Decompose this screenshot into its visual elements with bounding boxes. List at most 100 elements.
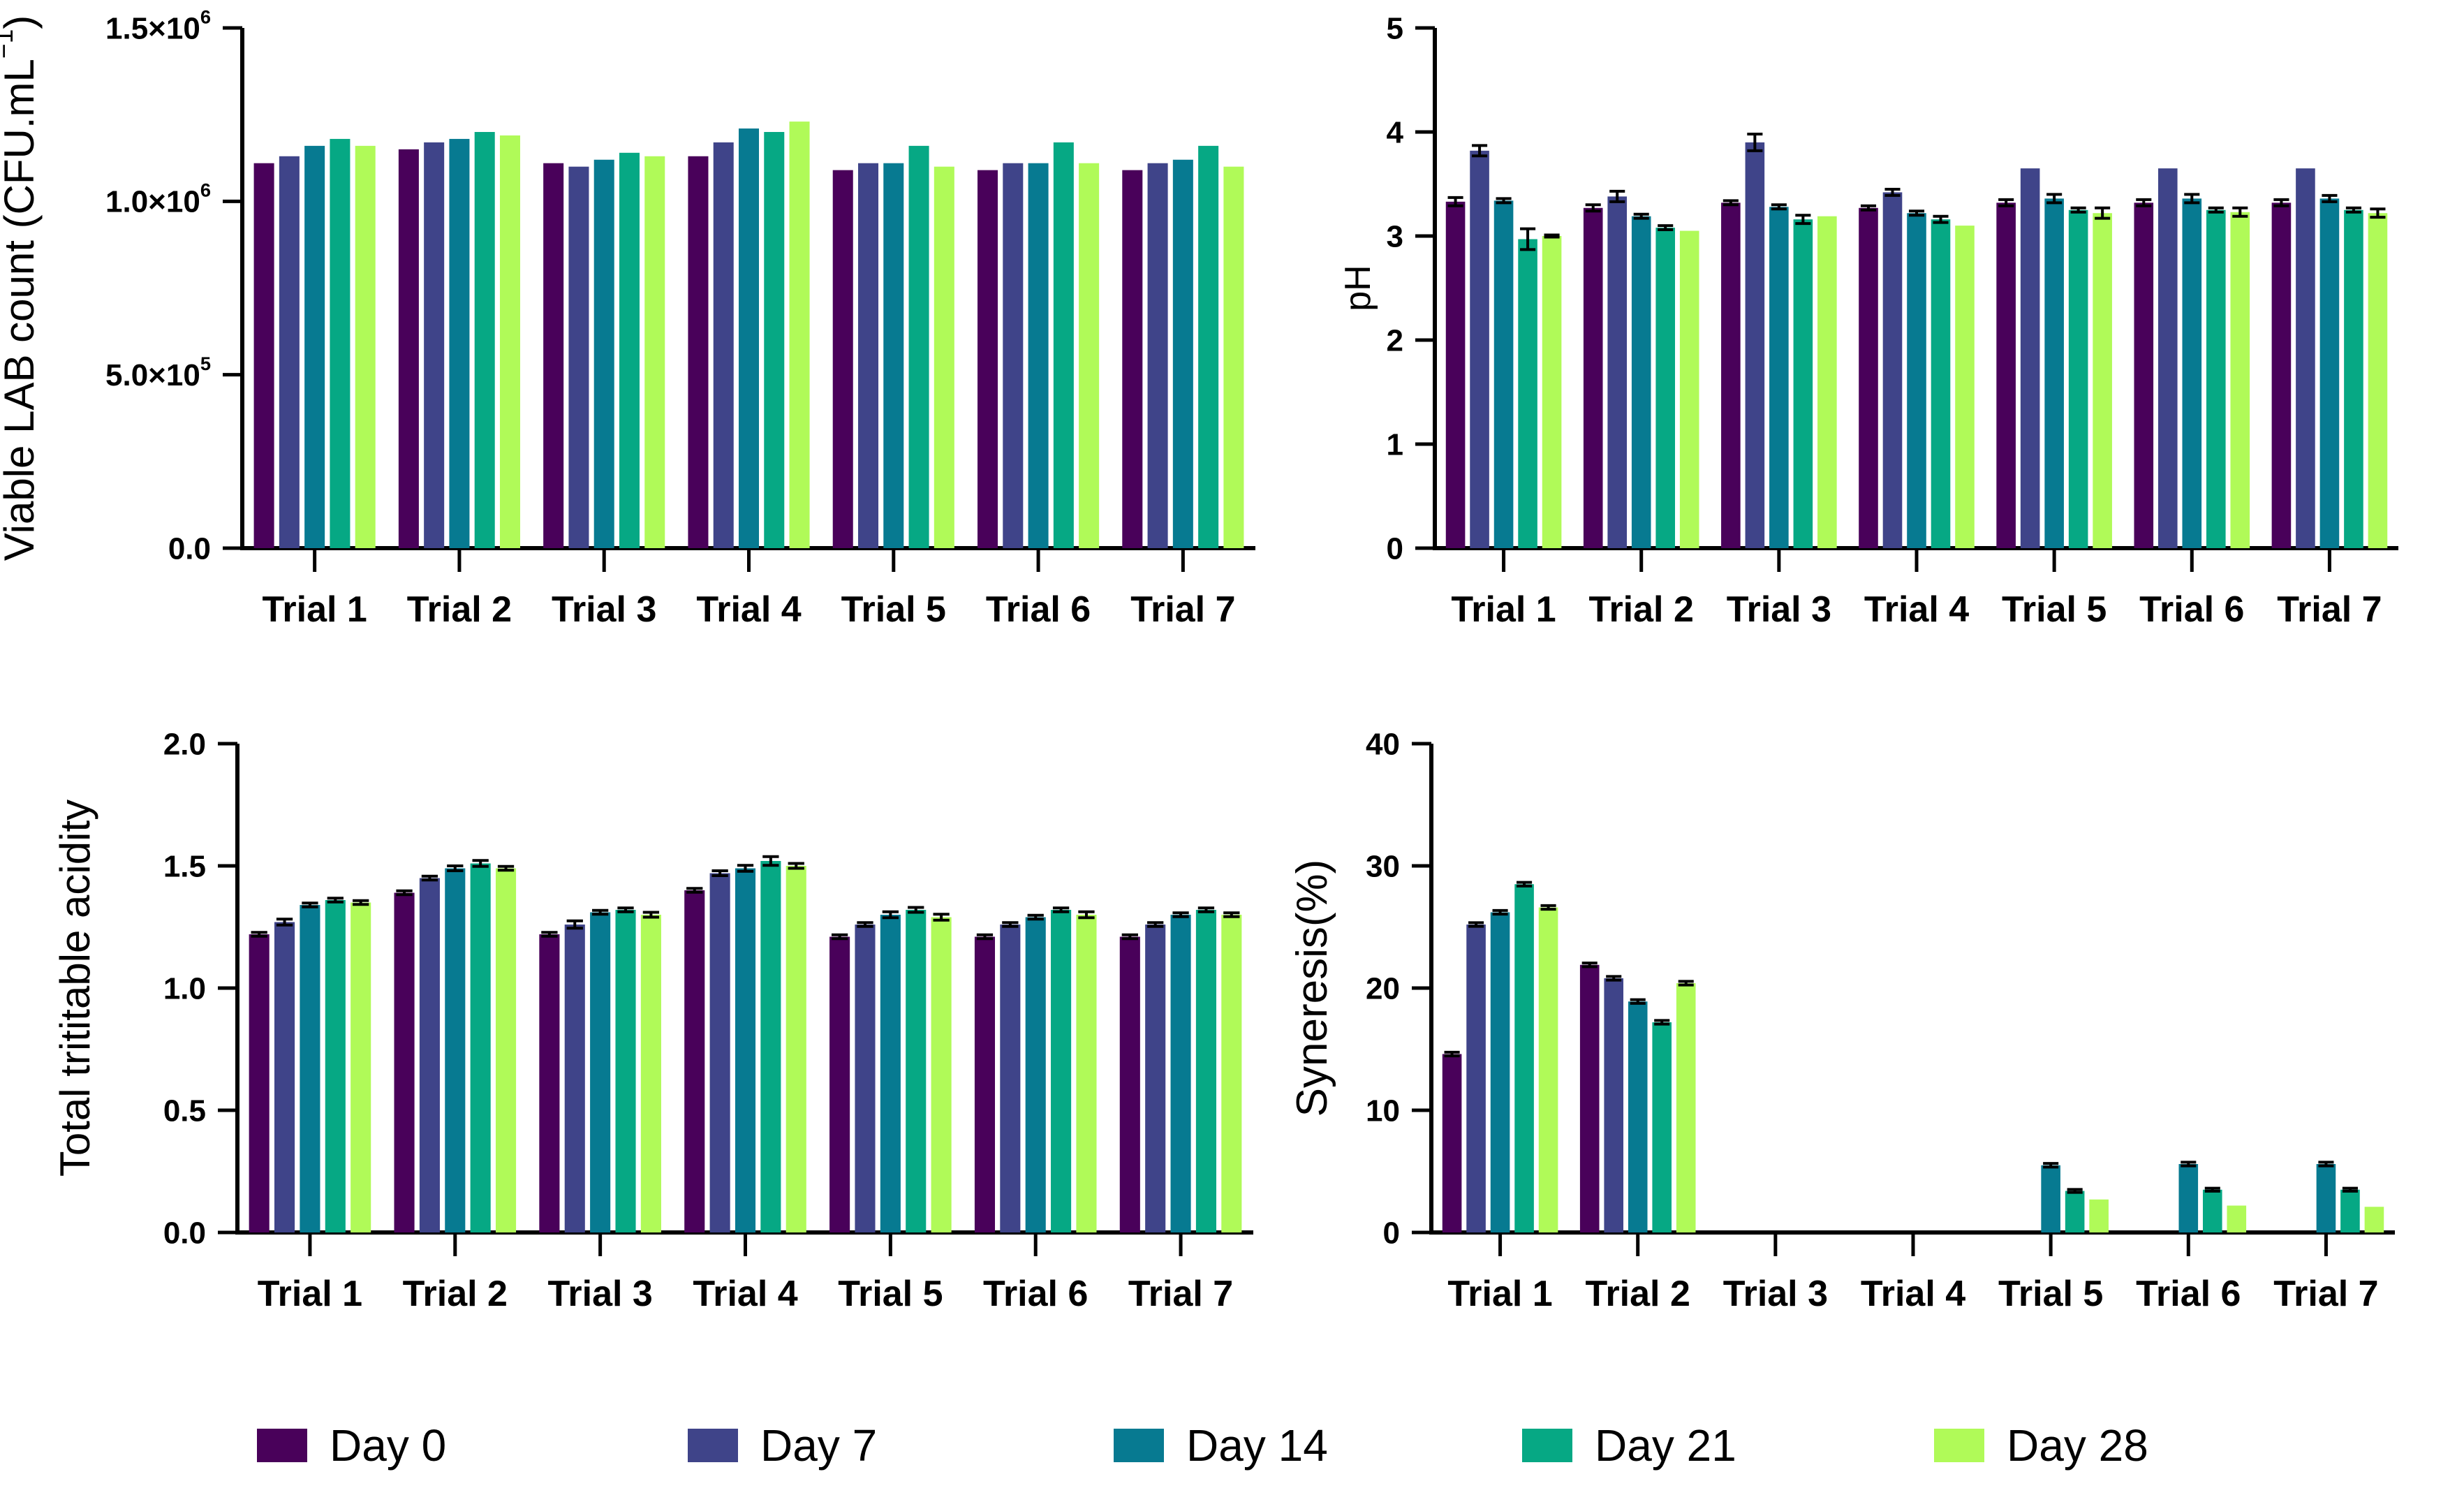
- bar: [2178, 1164, 2199, 1232]
- x-category-label: Trial 2: [403, 1274, 508, 1314]
- bar: [398, 149, 419, 549]
- bar: [2182, 198, 2202, 548]
- legend-label-day28: Day 28: [2007, 1420, 2148, 1471]
- x-category-label: Trial 1: [1451, 589, 1556, 630]
- bar: [1000, 925, 1021, 1232]
- y-tick-label: 40: [1366, 727, 1400, 761]
- bar: [785, 866, 806, 1232]
- bar: [974, 936, 996, 1232]
- bar: [1470, 150, 1489, 548]
- bar: [1051, 910, 1072, 1232]
- bar: [2157, 168, 2178, 548]
- bar: [1583, 207, 1603, 548]
- bar: [2206, 209, 2226, 548]
- bar: [1466, 925, 1486, 1232]
- x-category-label: Trial 6: [2139, 589, 2244, 630]
- bar: [640, 915, 661, 1232]
- y-tick-label: 5.0×105: [105, 353, 211, 392]
- legend-label-day0: Day 0: [330, 1420, 447, 1471]
- bar: [2202, 1189, 2222, 1232]
- bar: [1172, 159, 1193, 548]
- bar: [2271, 203, 2292, 548]
- bar: [1147, 163, 1168, 548]
- x-category-label: Trial 2: [1586, 1274, 1690, 1314]
- y-tick-label: 5: [1387, 11, 1403, 45]
- bar: [568, 166, 589, 548]
- x-category-label: Trial 2: [1589, 589, 1694, 630]
- bar: [883, 163, 904, 548]
- legend-swatch-day28: [1934, 1429, 1984, 1462]
- bar: [1490, 912, 1510, 1232]
- bar: [394, 892, 415, 1232]
- legend-label-day21: Day 21: [1595, 1420, 1736, 1471]
- x-category-label: Trial 3: [552, 589, 656, 630]
- x-category-label: Trial 3: [547, 1274, 652, 1314]
- legend-entry-day21: Day 21: [1522, 1423, 1736, 1468]
- bar: [644, 156, 665, 548]
- bar: [764, 132, 785, 548]
- bar: [684, 890, 705, 1232]
- bar: [1223, 166, 1244, 548]
- y-tick-label: 0.0: [168, 531, 211, 566]
- bar: [1053, 142, 1074, 548]
- bar: [2364, 1207, 2384, 1232]
- bar: [2068, 209, 2088, 548]
- bar: [543, 163, 564, 548]
- bar: [1028, 163, 1049, 548]
- bar: [1076, 915, 1097, 1232]
- legend-entry-day28: Day 28: [1934, 1423, 2148, 1468]
- legend-swatch-day21: [1522, 1429, 1572, 1462]
- bar: [2230, 212, 2250, 548]
- bar: [1769, 207, 1789, 548]
- bar: [1931, 219, 1951, 548]
- bar: [1607, 196, 1628, 548]
- chart-ph: 0 1 2 3 4 5 pH Trial 1 Trial 2 Trial 3 Trial 4 Tria…: [1338, 11, 2398, 630]
- bar: [738, 128, 760, 549]
- bar: [855, 925, 876, 1232]
- legend-swatch-day0: [257, 1429, 307, 1462]
- y-tick-label: 2.0: [163, 727, 206, 761]
- x-category-label: Trial 6: [986, 589, 1091, 630]
- bar: [615, 910, 636, 1232]
- bar: [1907, 213, 1926, 548]
- bar: [2020, 168, 2040, 548]
- bar: [832, 170, 853, 549]
- bar: [593, 159, 614, 548]
- y-tick-label: 0: [1383, 1216, 1400, 1250]
- bar: [2041, 1165, 2060, 1232]
- bar: [1079, 163, 1100, 548]
- bar: [934, 166, 954, 548]
- bar: [1676, 983, 1696, 1232]
- bar: [1025, 917, 1046, 1232]
- bar: [1996, 203, 2016, 548]
- bar: [424, 142, 445, 548]
- bar: [1793, 219, 1813, 548]
- legend-label-day14: Day 14: [1186, 1420, 1328, 1471]
- legend: Day 0 Day 7 Day 14 Day 21 Day 28: [0, 1411, 2464, 1501]
- bar: [1679, 230, 1699, 548]
- bar: [2319, 198, 2340, 548]
- bar: [2093, 213, 2112, 548]
- bar: [539, 934, 560, 1232]
- bar: [2134, 203, 2154, 548]
- bar: [419, 878, 440, 1232]
- x-category-label: Trial 1: [258, 1274, 362, 1314]
- x-category-label: Trial 7: [1130, 589, 1235, 630]
- bar: [2227, 1205, 2247, 1232]
- bar: [351, 902, 371, 1232]
- bar: [249, 934, 270, 1232]
- y-tick-label: 10: [1366, 1094, 1400, 1128]
- x-category-label: Trial 7: [1128, 1274, 1233, 1314]
- bar: [688, 156, 709, 548]
- bar: [829, 936, 850, 1232]
- axis-title: Total trititable acidity: [52, 800, 98, 1177]
- bar: [355, 145, 376, 548]
- bar: [1745, 142, 1765, 548]
- bar: [880, 915, 901, 1232]
- bar: [1604, 978, 1624, 1232]
- bar: [495, 868, 517, 1232]
- legend-entry-day14: Day 14: [1114, 1423, 1328, 1468]
- chart-syneresis: 0 10 20 30 40 Syneresis(%) Trial 1 Trial 2 Trial…: [1288, 727, 2395, 1314]
- bar: [2368, 213, 2388, 548]
- bar: [1003, 163, 1024, 548]
